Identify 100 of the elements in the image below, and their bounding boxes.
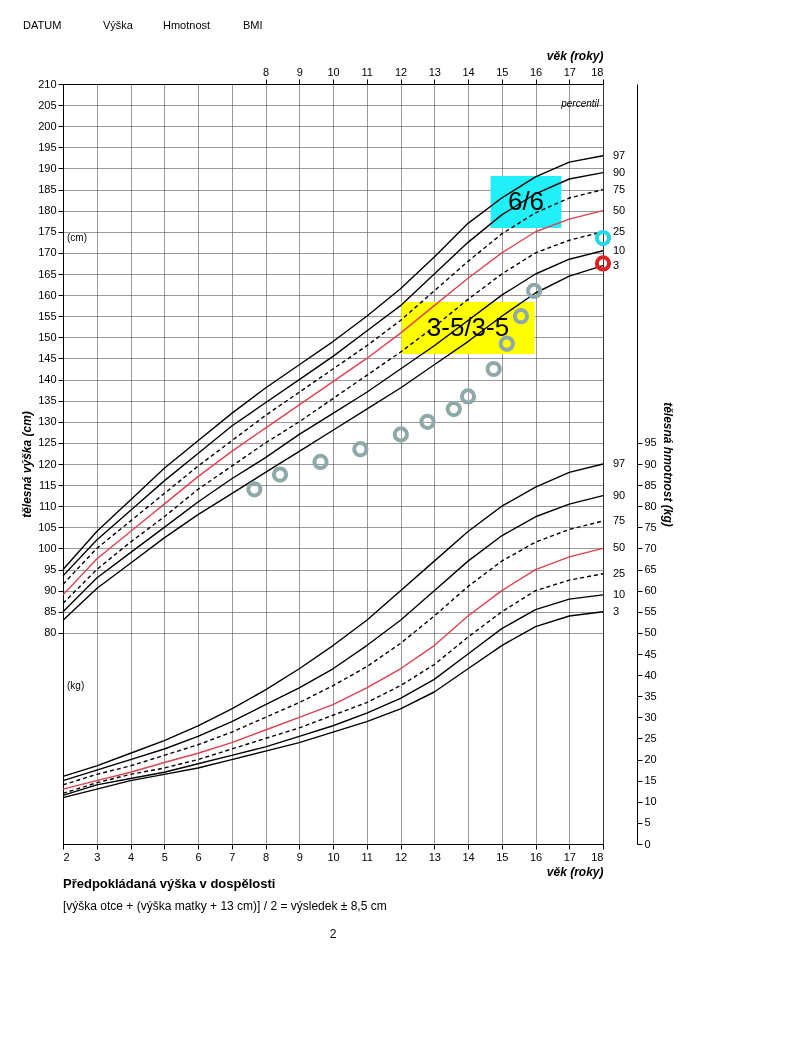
y-tick-label: 160	[38, 288, 57, 301]
y2-tick-label: 95	[644, 436, 657, 449]
x-tick-label: 8	[262, 850, 270, 863]
y-tick-label: 135	[38, 394, 57, 407]
annotation: percentil	[560, 98, 600, 109]
series-label: 25	[613, 566, 626, 579]
y-tick-label: 210	[38, 77, 57, 90]
x-tick-label: 17	[563, 850, 576, 863]
text: Výška	[103, 19, 134, 31]
x2-tick-label: 15	[496, 65, 509, 78]
y-tick-label: 95	[44, 563, 57, 576]
x-tick-label: 12	[394, 850, 408, 863]
x-tick-label: 18	[591, 850, 604, 863]
x2-tick-label: 16	[529, 65, 543, 78]
x2-tick-label: 12	[394, 65, 408, 78]
x-tick-label: 11	[361, 850, 373, 863]
y2-tick-label: 40	[644, 668, 657, 681]
y-tick-label: 120	[38, 457, 57, 470]
y2-tick-label: 45	[644, 647, 657, 660]
x2-tick-label: 18	[591, 65, 604, 78]
y-tick-label: 185	[38, 183, 57, 196]
y-tick-label: 165	[38, 267, 57, 280]
text: Hmotnost	[163, 19, 211, 31]
y2-tick-label: 90	[644, 457, 657, 470]
text: 2	[329, 927, 337, 941]
x-tick-label: 16	[529, 850, 543, 863]
series-label: 50	[613, 203, 626, 216]
y2-tick-label: 50	[644, 626, 657, 639]
text: BMI	[243, 19, 263, 31]
series-label: 75	[613, 182, 626, 195]
x2-tick-label: 17	[563, 65, 576, 78]
y-tick-label: 115	[38, 478, 57, 491]
x2-tick-label: 11	[361, 65, 373, 78]
y2-axis-title: tělesná hmotnost (kg)	[660, 402, 675, 527]
y2-tick-label: 55	[644, 605, 657, 618]
series-label: 97	[613, 148, 626, 161]
y-tick-label: 195	[38, 140, 57, 153]
y-tick-label: 170	[38, 246, 57, 259]
x2-axis-title: věk (roky)	[546, 48, 604, 63]
x-tick-label: 3	[94, 850, 101, 863]
x-tick-label: 10	[327, 850, 340, 863]
series-label: 10	[613, 243, 626, 256]
x-tick-label: 6	[195, 850, 202, 863]
y-tick-label: 145	[38, 351, 57, 364]
y-tick-label: 175	[38, 225, 57, 238]
series-label: 75	[613, 514, 626, 526]
y2-tick-label: 30	[644, 710, 657, 723]
x-tick-label: 15	[496, 850, 509, 863]
y2-tick-label: 35	[644, 689, 657, 702]
x2-tick-label: 14	[462, 65, 475, 78]
series-label: 3	[613, 258, 620, 271]
x2-tick-label: 9	[296, 65, 303, 78]
y-tick-label: 205	[38, 98, 57, 111]
y2-tick-label: 25	[644, 731, 657, 744]
x-tick-label: 9	[296, 850, 303, 863]
series-label: 3	[613, 604, 620, 617]
y2-tick-label: 85	[644, 478, 657, 491]
y-tick-label: 80	[44, 626, 57, 639]
series-label: 10	[613, 587, 626, 600]
y-tick-label: 110	[38, 499, 57, 512]
y2-tick-label: 15	[644, 774, 657, 787]
y2-tick-label: 80	[644, 499, 657, 512]
series-label: 25	[613, 224, 626, 237]
text: Předpokládaná výška v dospělosti	[63, 876, 276, 891]
y-tick-label: 125	[38, 436, 57, 449]
y-tick-label: 140	[38, 373, 57, 386]
x-tick-label: 2	[63, 850, 70, 863]
y-tick-label: 90	[44, 584, 57, 597]
y2-tick-label: 0	[644, 837, 651, 850]
text: [výška otce + (výška matky + 13 cm)] / 2 = výsledek ± 8,5 cm	[63, 899, 387, 913]
y2-tick-label: 5	[644, 816, 651, 829]
y-tick-label: 130	[38, 415, 57, 428]
x2-tick-label: 10	[327, 65, 340, 78]
y-axis-title: tělesná výška (cm)	[20, 411, 35, 518]
y-tick-label: 155	[38, 309, 57, 322]
y-tick-label: 105	[38, 520, 57, 533]
x-tick-label: 4	[127, 850, 135, 863]
y2-tick-label: 60	[644, 584, 657, 597]
series-label: 50	[613, 541, 626, 554]
y2-tick-label: 10	[644, 795, 657, 808]
y2-tick-label: 20	[644, 753, 657, 766]
x-tick-label: 14	[462, 850, 475, 863]
x-axis-title: věk (roky)	[546, 864, 604, 879]
y-tick-label: 85	[44, 605, 57, 618]
y-tick-label: 150	[38, 330, 57, 343]
y2-tick-label: 70	[644, 541, 657, 554]
y2-tick-label: 65	[644, 563, 657, 576]
series-label: 90	[613, 165, 626, 178]
x-tick-label: 5	[161, 850, 168, 863]
y2-tick-label: 75	[644, 520, 657, 533]
x2-tick-label: 13	[428, 65, 441, 78]
series-label: 97	[613, 457, 626, 469]
x-tick-label: 7	[229, 850, 236, 863]
annotation: (cm)	[67, 232, 87, 243]
annotation: (kg)	[67, 680, 85, 691]
y-tick-label: 200	[38, 119, 57, 132]
text: DATUM	[23, 19, 62, 31]
y-tick-label: 180	[38, 204, 57, 217]
x2-tick-label: 8	[262, 65, 270, 78]
y-tick-label: 190	[38, 161, 57, 174]
